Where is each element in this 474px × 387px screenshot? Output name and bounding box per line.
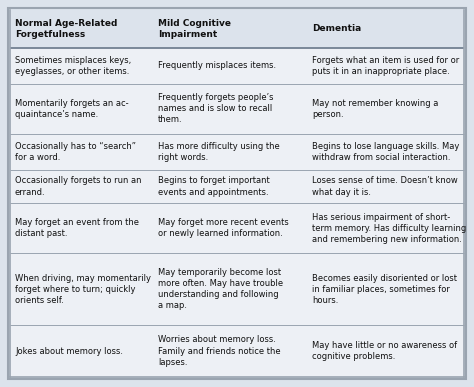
Text: Momentarily forgets an ac-
quaintance’s name.: Momentarily forgets an ac- quaintance’s … (15, 99, 128, 119)
Text: Normal Age-Related
Forgetfulness: Normal Age-Related Forgetfulness (15, 19, 118, 39)
Text: Loses sense of time. Doesn’t know
what day it is.: Loses sense of time. Doesn’t know what d… (312, 176, 458, 197)
Bar (10, 325, 464, 377)
Bar (10, 84, 464, 134)
Text: When driving, may momentarily
forget where to turn; quickly
orients self.: When driving, may momentarily forget whe… (15, 274, 151, 305)
Text: Becomes easily disoriented or lost
in familiar places, sometimes for
hours.: Becomes easily disoriented or lost in fa… (312, 274, 457, 305)
Text: Occasionally has to “search”
for a word.: Occasionally has to “search” for a word. (15, 142, 136, 162)
Text: Jokes about memory loss.: Jokes about memory loss. (15, 347, 123, 356)
Text: May temporarily become lost
more often. May have trouble
understanding and follo: May temporarily become lost more often. … (158, 268, 283, 310)
Text: May not remember knowing a
person.: May not remember knowing a person. (312, 99, 439, 119)
Text: Has more difficulty using the
right words.: Has more difficulty using the right word… (158, 142, 280, 162)
Text: Forgets what an item is used for or
puts it in an inappropriate place.: Forgets what an item is used for or puts… (312, 56, 460, 76)
Bar (10, 10, 464, 48)
Text: Begins to forget important
events and appointments.: Begins to forget important events and ap… (158, 176, 270, 197)
Text: Begins to lose language skills. May
withdraw from social interaction.: Begins to lose language skills. May with… (312, 142, 460, 162)
Bar (10, 134, 464, 170)
Bar (10, 170, 464, 204)
Text: Mild Cognitive
Impairment: Mild Cognitive Impairment (158, 19, 231, 39)
Text: Dementia: Dementia (312, 24, 362, 33)
Text: Worries about memory loss.
Family and friends notice the
lapses.: Worries about memory loss. Family and fr… (158, 336, 281, 366)
Bar (10, 48, 464, 84)
Text: Frequently misplaces items.: Frequently misplaces items. (158, 62, 276, 70)
Text: Sometimes misplaces keys,
eyeglasses, or other items.: Sometimes misplaces keys, eyeglasses, or… (15, 56, 131, 76)
Text: Frequently forgets people’s
names and is slow to recall
them.: Frequently forgets people’s names and is… (158, 93, 273, 124)
Text: May forget more recent events
or newly learned information.: May forget more recent events or newly l… (158, 218, 289, 238)
Text: Occasionally forgets to run an
errand.: Occasionally forgets to run an errand. (15, 176, 142, 197)
Text: Has serious impairment of short-
term memory. Has difficulty learning
and rememb: Has serious impairment of short- term me… (312, 213, 466, 244)
Text: May have little or no awareness of
cognitive problems.: May have little or no awareness of cogni… (312, 341, 457, 361)
Bar (10, 204, 464, 253)
Text: May forget an event from the
distant past.: May forget an event from the distant pas… (15, 218, 139, 238)
Bar (10, 253, 464, 325)
